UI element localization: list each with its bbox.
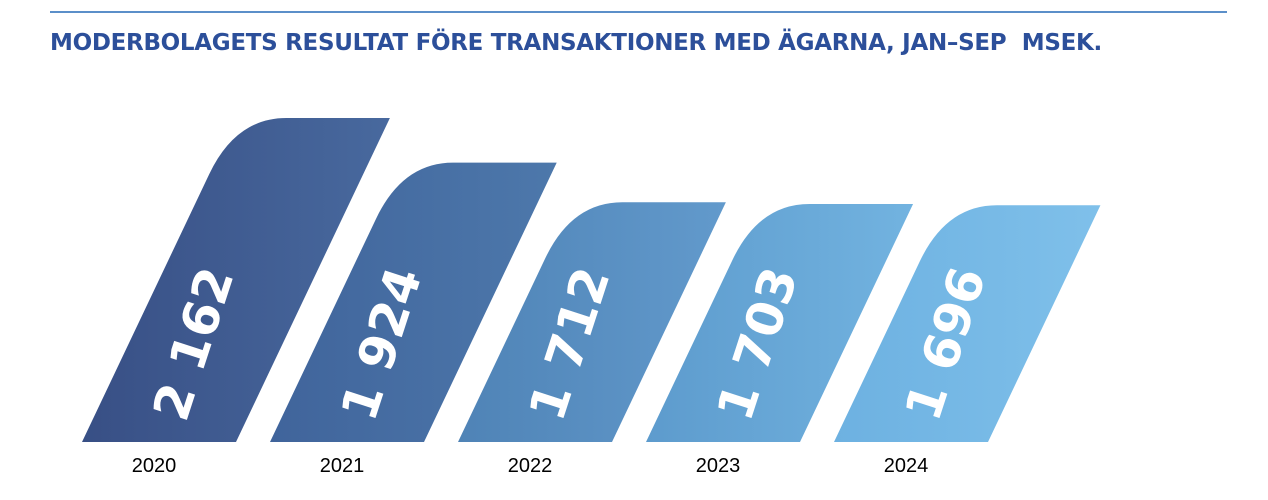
bar-2020 [82,118,390,442]
top-rule [50,11,1227,13]
chart-title: MODERBOLAGETS RESULTAT FÖRE TRANSAKTIONE… [50,30,1102,56]
bar-2024 [834,205,1101,442]
year-label: 2023 [696,455,741,477]
year-label: 2020 [132,455,177,477]
year-label: 2024 [884,455,929,477]
year-label: 2021 [320,455,365,477]
bar-2021 [270,162,557,442]
year-label: 2022 [508,455,553,477]
bars-group [82,118,1101,442]
bar-2022 [458,202,726,442]
year-labels-group: 2020 2021 2022 2023 2024 [132,455,929,477]
bar-2023 [646,203,914,442]
